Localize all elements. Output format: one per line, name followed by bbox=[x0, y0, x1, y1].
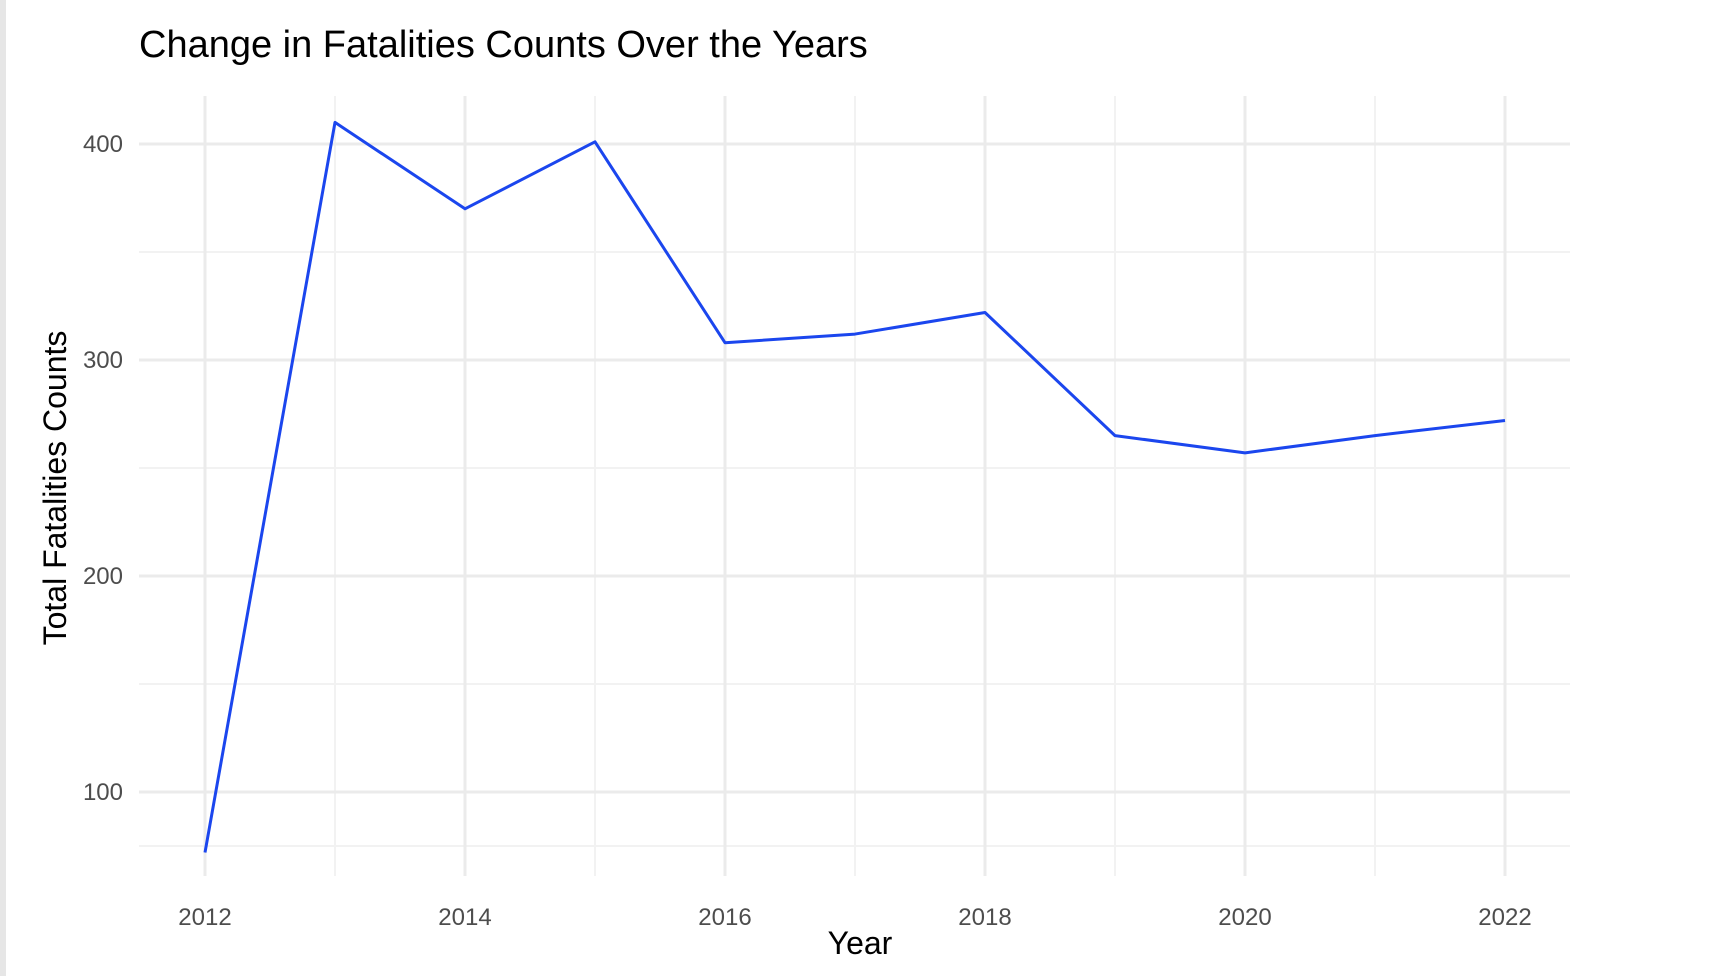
left-border bbox=[0, 0, 6, 976]
data-point bbox=[1113, 434, 1117, 438]
data-point bbox=[203, 850, 207, 854]
x-tick-label: 2020 bbox=[1218, 904, 1271, 931]
y-axis-title: Total Fatalities Counts bbox=[37, 331, 73, 646]
x-tick-label: 2014 bbox=[438, 904, 491, 931]
data-point bbox=[1243, 451, 1247, 455]
x-tick-label: 2022 bbox=[1478, 904, 1531, 931]
y-tick-label: 100 bbox=[83, 779, 123, 806]
y-tick-label: 300 bbox=[83, 347, 123, 374]
data-point bbox=[1503, 418, 1507, 422]
x-tick-label: 2012 bbox=[178, 904, 231, 931]
y-tick-label: 400 bbox=[83, 131, 123, 158]
chart-title: Change in Fatalities Counts Over the Yea… bbox=[139, 24, 868, 66]
data-point bbox=[853, 332, 857, 336]
tick-labels: 100 200 300 400 2012 2014 2016 2018 2020 2022 bbox=[83, 131, 1532, 931]
y-tick-label: 200 bbox=[83, 563, 123, 590]
x-axis-title: Year bbox=[827, 925, 893, 961]
x-tick-label: 2016 bbox=[698, 904, 751, 931]
data-point bbox=[593, 140, 597, 144]
data-point bbox=[1373, 434, 1377, 438]
series-line bbox=[203, 120, 1506, 853]
x-tick-label: 2018 bbox=[958, 904, 1011, 931]
x-axis-title-wrap: Year bbox=[0, 925, 1720, 962]
data-point bbox=[463, 207, 467, 211]
grid-layer bbox=[139, 96, 1570, 876]
data-point bbox=[723, 341, 727, 345]
series-layer bbox=[203, 120, 1507, 854]
data-point bbox=[333, 120, 337, 124]
data-point bbox=[983, 310, 987, 314]
